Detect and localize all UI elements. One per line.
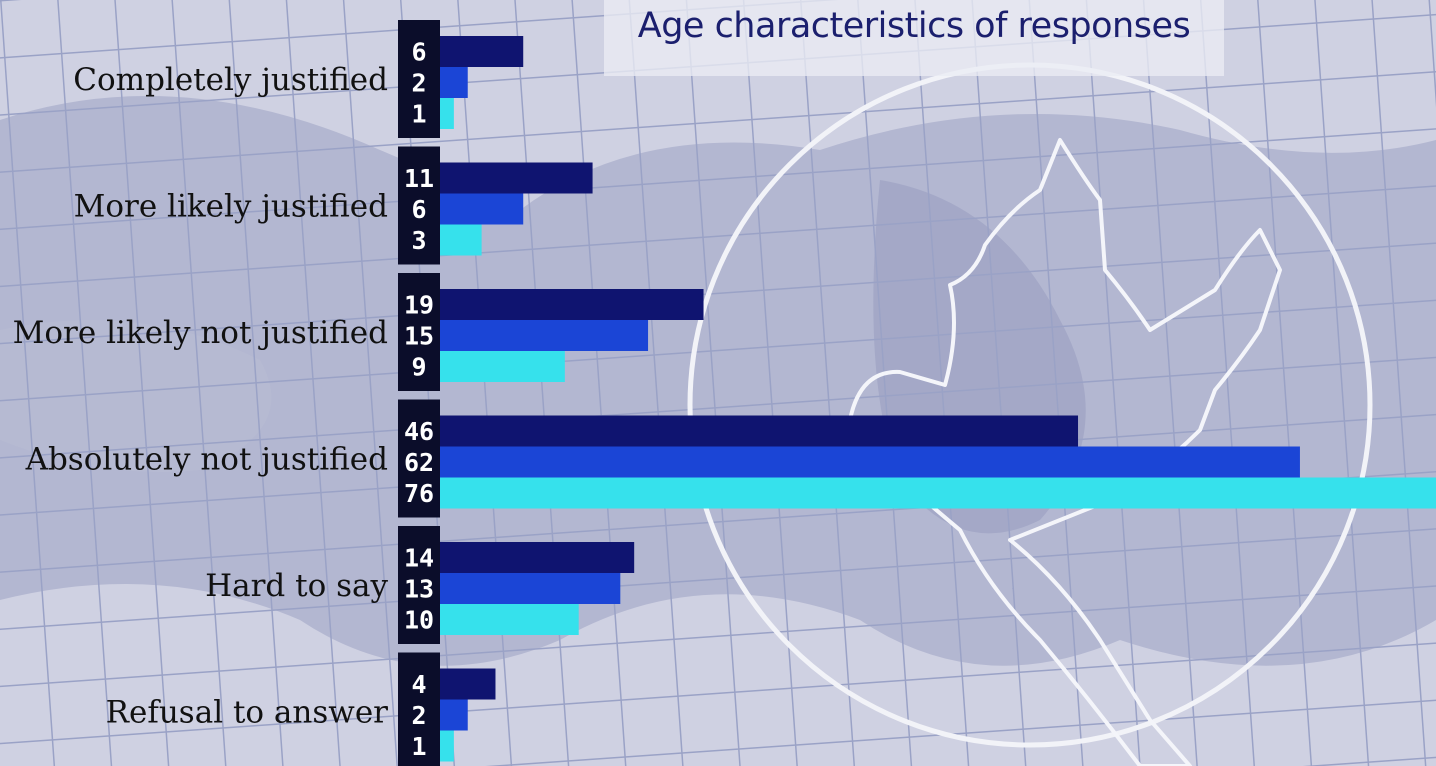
value-label-block xyxy=(398,273,440,391)
bar xyxy=(440,699,468,731)
category-label: Absolutely not justified xyxy=(25,442,388,478)
value-label-block xyxy=(398,399,440,518)
data-label: 19 xyxy=(404,291,434,320)
data-label: 13 xyxy=(404,575,434,604)
category-label: Hard to say xyxy=(205,568,388,604)
bar xyxy=(440,477,1436,509)
value-label-block xyxy=(398,652,440,766)
data-label: 2 xyxy=(411,701,426,730)
value-label-block xyxy=(398,20,440,138)
bar xyxy=(440,162,593,194)
bar xyxy=(440,604,579,635)
bar xyxy=(440,668,496,700)
data-label: 15 xyxy=(404,322,434,351)
data-label: 11 xyxy=(404,164,434,193)
bar xyxy=(440,289,704,320)
data-label: 1 xyxy=(411,100,426,129)
value-label-block xyxy=(398,146,440,265)
data-label: 4 xyxy=(411,670,426,699)
bar xyxy=(440,446,1300,478)
bar xyxy=(440,730,454,762)
bar xyxy=(440,415,1079,447)
data-label: 10 xyxy=(404,606,434,635)
data-label: 1 xyxy=(411,732,426,761)
data-label: 3 xyxy=(411,226,426,255)
data-label: 9 xyxy=(411,353,426,382)
bar xyxy=(440,67,468,98)
data-label: 76 xyxy=(404,479,434,508)
data-label: 62 xyxy=(404,448,434,477)
bar xyxy=(440,193,524,225)
data-label: 2 xyxy=(411,69,426,98)
category-label: Completely justified xyxy=(73,62,388,98)
bar xyxy=(440,542,635,573)
bar xyxy=(440,351,565,382)
dove-icon xyxy=(848,138,1282,766)
data-label: 46 xyxy=(404,417,434,446)
category-label: More likely not justified xyxy=(13,315,388,351)
category-label: More likely justified xyxy=(74,189,388,225)
chart-title: Age characteristics of responses xyxy=(637,6,1191,46)
data-label: 6 xyxy=(411,38,426,67)
data-label: 14 xyxy=(404,544,434,573)
bar xyxy=(440,320,649,351)
bar xyxy=(440,224,482,256)
data-label: 6 xyxy=(411,195,426,224)
title-panel xyxy=(604,0,1224,76)
bar xyxy=(440,98,454,129)
value-label-block xyxy=(398,526,440,644)
category-label: Refusal to answer xyxy=(106,695,388,731)
bar xyxy=(440,573,621,604)
bar xyxy=(440,36,524,67)
